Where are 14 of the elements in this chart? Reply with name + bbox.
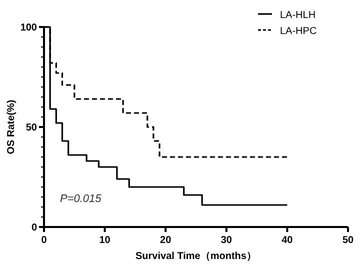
x-tick-label: 10 (99, 235, 111, 246)
x-axis-title: Survival Time（months） (136, 251, 256, 262)
y-tick-label: 100 (20, 22, 38, 34)
x-tick-label: 50 (342, 235, 354, 246)
x-tick-label: 0 (41, 235, 48, 246)
x-tick-label: 40 (282, 235, 294, 246)
legend-label: LA-HPC (280, 26, 317, 37)
x-tick-label: 30 (220, 235, 232, 246)
x-tick-label: 20 (160, 235, 172, 246)
y-tick-label: 50 (26, 122, 38, 134)
y-axis-title: OS Rate(%) (6, 100, 17, 154)
legend-label: LA-HLH (280, 10, 316, 21)
y-tick-label: 0 (31, 222, 38, 234)
annotation: P=0.015 (60, 193, 102, 205)
